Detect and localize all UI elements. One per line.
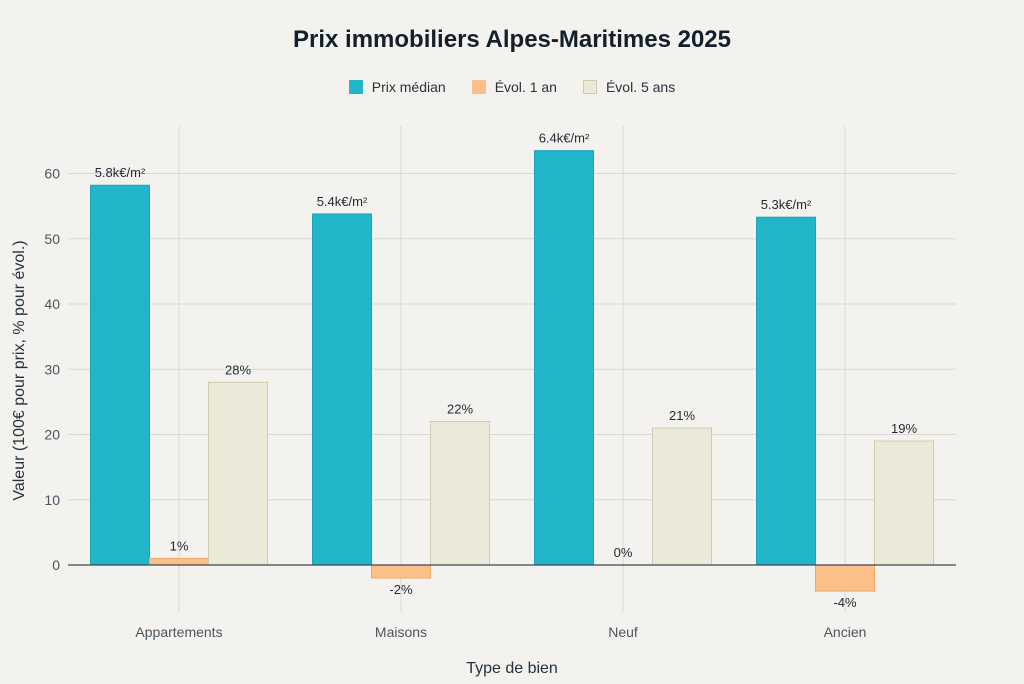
y-axis-label: Valeur (100€ pour prix, % pour évol.)	[11, 240, 28, 500]
y-tick-label: 20	[44, 427, 60, 443]
bar-evol-5-ans	[430, 420, 490, 566]
legend-item-evol-5-ans[interactable]: Évol. 5 ans	[582, 79, 676, 95]
data-label: 21%	[669, 408, 695, 423]
bars	[90, 150, 934, 592]
bar-evol-1-an	[815, 564, 875, 592]
data-label: 6.4k€/m²	[539, 131, 590, 146]
data-label: 5.3k€/m²	[761, 197, 812, 212]
bar-evol-5-ans	[652, 427, 712, 566]
y-tick-label: 30	[44, 361, 60, 377]
data-label: -2%	[389, 582, 413, 597]
data-label: 28%	[225, 362, 251, 377]
bar-evol-1-an	[371, 564, 431, 579]
chart-title: Prix immobiliers Alpes-Maritimes 2025	[293, 26, 731, 53]
y-tick-label: 10	[44, 492, 60, 508]
data-label: 0%	[614, 545, 633, 560]
x-tick-label: Maisons	[375, 624, 427, 640]
y-tick-label: 0	[52, 557, 60, 573]
bar-prix-median	[534, 150, 594, 566]
bar-prix-median	[756, 216, 816, 566]
data-label: 5.4k€/m²	[317, 194, 368, 209]
legend: Prix médian Évol. 1 an Évol. 5 ans	[0, 79, 1024, 95]
legend-item-evol-1-an[interactable]: Évol. 1 an	[471, 79, 557, 95]
data-label: -4%	[833, 595, 857, 610]
bar-prix-median	[90, 184, 150, 566]
bar-evol-1-an	[149, 557, 209, 566]
legend-item-prix-median[interactable]: Prix médian	[348, 79, 446, 95]
x-tick-label: Appartements	[135, 624, 222, 640]
x-tick-label: Neuf	[608, 624, 638, 640]
y-tick-label: 40	[44, 296, 60, 312]
x-tick-label: Ancien	[824, 624, 867, 640]
legend-label: Évol. 1 an	[494, 79, 557, 95]
y-tick-label: 50	[44, 231, 60, 247]
y-tick-label: 60	[44, 166, 60, 182]
bar-evol-5-ans	[874, 440, 934, 566]
x-axis-label: Type de bien	[466, 660, 558, 677]
grid-lines	[68, 126, 956, 612]
legend-swatch	[471, 80, 486, 94]
data-label: 5.8k€/m²	[95, 165, 146, 180]
legend-label: Prix médian	[371, 79, 446, 95]
data-label: 1%	[170, 538, 189, 553]
bar-evol-5-ans	[208, 381, 268, 566]
bar-prix-median	[312, 213, 372, 566]
legend-label: Évol. 5 ans	[605, 79, 676, 95]
data-label: 22%	[447, 401, 473, 416]
data-label: 19%	[891, 421, 917, 436]
legend-swatch	[582, 80, 597, 94]
legend-swatch	[348, 80, 363, 94]
